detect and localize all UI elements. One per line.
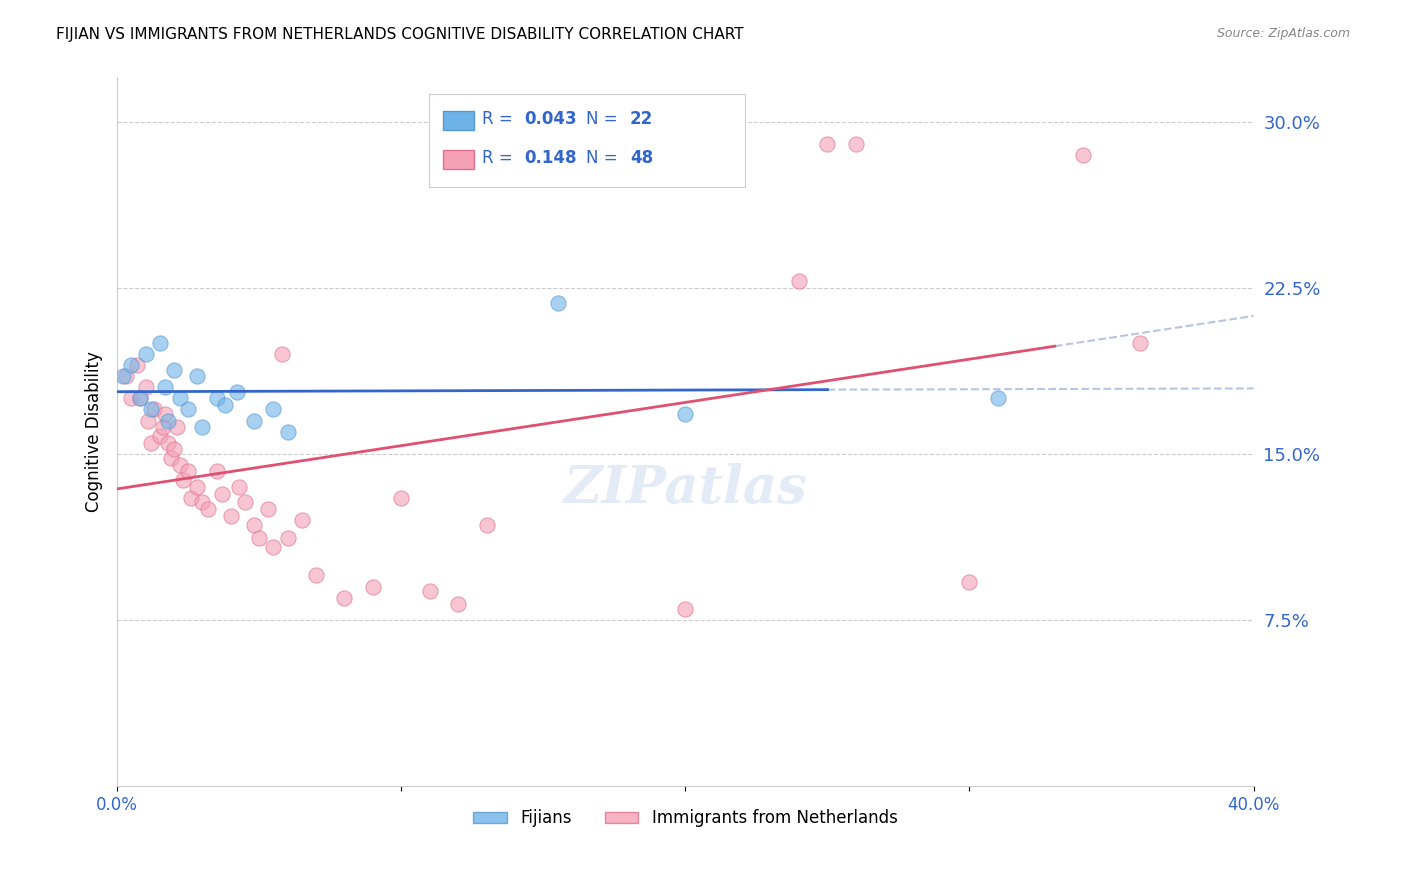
Point	[169, 458, 191, 472]
Point	[214, 398, 236, 412]
Text: N =: N =	[586, 110, 617, 128]
Point	[186, 369, 208, 384]
Point	[271, 347, 294, 361]
Point	[817, 136, 839, 151]
Point	[987, 392, 1010, 406]
Text: N =: N =	[586, 149, 617, 167]
Point	[169, 392, 191, 406]
Text: R =: R =	[482, 149, 513, 167]
Point	[333, 591, 356, 605]
Point	[219, 508, 242, 523]
Point	[305, 568, 328, 582]
Point	[673, 601, 696, 615]
Point	[262, 402, 284, 417]
Point	[125, 358, 148, 372]
Point	[111, 369, 134, 384]
Point	[180, 491, 202, 505]
Point	[1071, 148, 1094, 162]
Point	[141, 402, 163, 417]
Point	[177, 402, 200, 417]
Point	[389, 491, 412, 505]
Point	[141, 435, 163, 450]
Point	[205, 392, 228, 406]
Text: Source: ZipAtlas.com: Source: ZipAtlas.com	[1216, 27, 1350, 40]
Text: R =: R =	[482, 110, 513, 128]
Point	[166, 420, 188, 434]
Point	[177, 465, 200, 479]
Point	[277, 531, 299, 545]
Point	[155, 407, 177, 421]
Point	[262, 540, 284, 554]
Point	[143, 402, 166, 417]
Point	[191, 495, 214, 509]
Point	[197, 502, 219, 516]
Point	[138, 413, 160, 427]
Point	[129, 392, 152, 406]
Point	[157, 413, 180, 427]
Text: FIJIAN VS IMMIGRANTS FROM NETHERLANDS COGNITIVE DISABILITY CORRELATION CHART: FIJIAN VS IMMIGRANTS FROM NETHERLANDS CO…	[56, 27, 744, 42]
Point	[845, 136, 868, 151]
Y-axis label: Cognitive Disability: Cognitive Disability	[86, 351, 103, 512]
Text: ZIPatlas: ZIPatlas	[564, 463, 807, 514]
Point	[211, 486, 233, 500]
Point	[361, 580, 384, 594]
Point	[959, 575, 981, 590]
Point	[163, 362, 186, 376]
Point	[157, 435, 180, 450]
Legend: Fijians, Immigrants from Netherlands: Fijians, Immigrants from Netherlands	[467, 803, 904, 834]
Text: 48: 48	[630, 149, 652, 167]
Point	[186, 480, 208, 494]
Point	[242, 517, 264, 532]
Point	[149, 429, 172, 443]
Text: 22: 22	[630, 110, 654, 128]
Point	[225, 384, 247, 399]
Point	[787, 274, 810, 288]
Point	[228, 480, 250, 494]
Point	[277, 425, 299, 439]
Point	[205, 465, 228, 479]
Point	[172, 473, 194, 487]
Point	[120, 358, 142, 372]
Point	[135, 380, 157, 394]
Point	[447, 597, 470, 611]
Point	[135, 347, 157, 361]
Text: 0.043: 0.043	[524, 110, 576, 128]
Point	[256, 502, 278, 516]
Point	[291, 513, 314, 527]
Point	[242, 413, 264, 427]
Point	[152, 420, 174, 434]
Point	[120, 392, 142, 406]
Point	[547, 296, 569, 310]
Point	[129, 392, 152, 406]
Point	[191, 420, 214, 434]
Point	[114, 369, 136, 384]
Point	[149, 336, 172, 351]
Point	[1129, 336, 1152, 351]
Point	[160, 451, 183, 466]
Point	[247, 531, 270, 545]
Point	[475, 517, 498, 532]
Point	[163, 442, 186, 457]
Point	[673, 407, 696, 421]
Text: 0.148: 0.148	[524, 149, 576, 167]
Point	[155, 380, 177, 394]
Point	[233, 495, 256, 509]
Point	[419, 584, 441, 599]
